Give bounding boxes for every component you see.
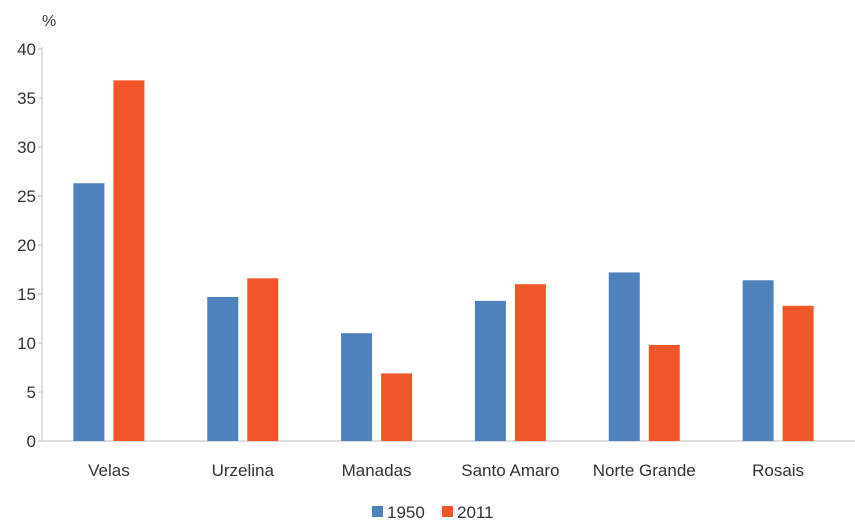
legend: 1950 2011 <box>372 503 494 522</box>
bar-1950-urzelina <box>207 296 239 441</box>
legend-label: 1950 <box>387 503 425 522</box>
y-tick-label: 35 <box>17 89 36 108</box>
bar-1950-manadas <box>341 333 373 441</box>
y-tick-label: 5 <box>27 383 36 402</box>
y-axis-unit-label: % <box>42 13 56 30</box>
x-category-label: Velas <box>88 461 130 480</box>
bar-2011-rosais <box>782 305 814 441</box>
y-tick-label: 20 <box>17 236 36 255</box>
x-category-label: Manadas <box>342 461 412 480</box>
legend-swatch-1950 <box>372 506 383 517</box>
y-tick-labels: 0 5 10 15 20 25 30 35 40 <box>17 40 42 451</box>
bar-2011-norte-grande <box>648 344 680 441</box>
y-tick-label: 10 <box>17 334 36 353</box>
y-tick-label: 0 <box>27 432 36 451</box>
x-category-label: Urzelina <box>212 461 275 480</box>
y-tick-label: 25 <box>17 187 36 206</box>
x-category-label: Norte Grande <box>593 461 696 480</box>
bar-2011-santo-amaro <box>514 284 546 441</box>
bar-1950-norte-grande <box>608 272 640 441</box>
y-tick-label: 40 <box>17 40 36 59</box>
legend-label: 2011 <box>457 503 494 522</box>
bar-2011-velas <box>113 80 145 442</box>
bar-1950-velas <box>73 183 105 441</box>
legend-swatch-2011 <box>442 506 453 517</box>
bars <box>73 80 814 442</box>
y-tick-label: 15 <box>17 285 36 304</box>
axes <box>41 47 855 442</box>
x-category-label: Rosais <box>752 461 804 480</box>
bar-1950-rosais <box>742 280 774 441</box>
y-tick-label: 30 <box>17 138 36 157</box>
x-category-label: Santo Amaro <box>461 461 559 480</box>
category-labels: Velas Urzelina Manadas Santo Amaro Norte Gra… <box>88 461 804 480</box>
bar-2011-manadas <box>381 373 413 441</box>
bar-1950-santo-amaro <box>474 300 506 441</box>
bar-2011-urzelina <box>247 278 279 441</box>
